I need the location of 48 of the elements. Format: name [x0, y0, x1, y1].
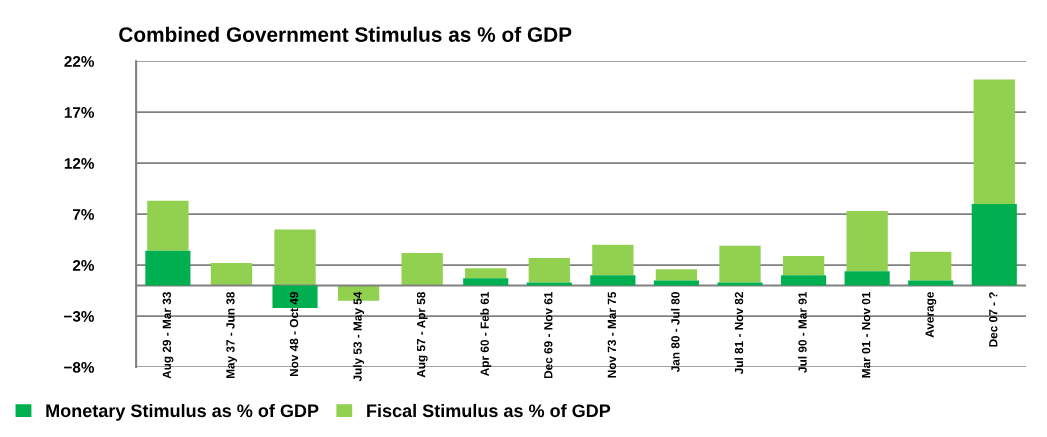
- y-tick-label: 7%: [73, 209, 95, 220]
- bar: [782, 255, 825, 276]
- x-tick-label: July 53 - May 54: [353, 291, 365, 382]
- bar: [717, 282, 763, 286]
- x-tick-label: Nov 73 - Mar 75: [607, 291, 617, 378]
- x-tick-label: Mar 01 - Nov 01: [861, 291, 871, 378]
- bar: [272, 285, 318, 308]
- bar: [655, 269, 698, 281]
- legend-label: Fiscal Stimulus as % of GDP: [367, 403, 611, 418]
- bar: [145, 250, 191, 286]
- bar: [590, 275, 636, 286]
- bar: [653, 280, 699, 286]
- bar: [781, 275, 827, 286]
- bar: [147, 200, 189, 251]
- x-tick-label: Jan 80 - Jul 80: [670, 292, 680, 373]
- bar: [528, 257, 570, 283]
- bar: [210, 263, 253, 286]
- bar: [526, 282, 572, 286]
- bar: [908, 280, 954, 286]
- x-tick-label: Jul 90 - Mar 91: [798, 291, 807, 373]
- x-tick-label: Jul 81 - Nov 82: [734, 292, 744, 375]
- y-tick-label: −3%: [64, 310, 95, 322]
- x-tick-label: Dec 69 - Nov 61: [544, 291, 553, 379]
- bar: [719, 245, 761, 283]
- y-tick-label: 12%: [64, 158, 95, 169]
- y-tick-label: 17%: [64, 107, 95, 118]
- y-tick-label: 2%: [72, 259, 95, 271]
- x-tick-label: Average: [925, 292, 937, 338]
- bar: [910, 251, 952, 281]
- bar: [844, 271, 890, 286]
- bar: [592, 244, 634, 276]
- x-tick-label: Aug 29 - Mar 33: [162, 292, 174, 379]
- y-tick-label: −8%: [64, 361, 95, 373]
- bar: [465, 268, 507, 279]
- bar: [971, 203, 1017, 286]
- bar: [401, 252, 443, 286]
- x-tick-label: Dec 07 - ?: [989, 292, 998, 347]
- legend-label: Monetary Stimulus as % of GDP: [46, 403, 319, 421]
- y-tick-label: 22%: [64, 56, 95, 67]
- bar: [274, 229, 316, 286]
- bar: [846, 211, 888, 272]
- x-tick-label: Nov 48 - Oct 49: [289, 292, 299, 377]
- bar: [463, 278, 509, 286]
- x-tick-label: May 37 - Jun 38: [226, 291, 237, 379]
- x-tick-label: Apr 60 - Feb 61: [480, 291, 492, 376]
- chart-title: Combined Government Stimulus as % of GDP: [119, 26, 572, 42]
- x-tick-label: Aug 57 - Apr 58: [416, 291, 428, 378]
- bar: [973, 79, 1015, 204]
